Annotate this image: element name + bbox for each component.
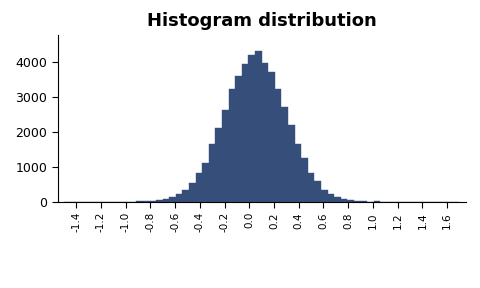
Bar <box>216 128 222 202</box>
Bar <box>222 111 228 202</box>
Bar <box>281 107 288 202</box>
Bar <box>321 190 327 202</box>
Bar <box>182 190 189 202</box>
Bar <box>288 125 295 202</box>
Bar <box>169 198 176 202</box>
Bar <box>176 194 182 202</box>
Bar <box>268 72 275 202</box>
Bar <box>348 200 354 202</box>
Bar <box>156 200 163 202</box>
Bar <box>202 163 209 202</box>
Bar <box>228 89 235 202</box>
Bar <box>143 201 149 202</box>
Bar <box>354 201 360 202</box>
Bar <box>149 201 156 202</box>
Bar <box>327 194 334 202</box>
Bar <box>235 75 242 202</box>
Title: Histogram distribution: Histogram distribution <box>147 12 376 30</box>
Bar <box>301 158 308 202</box>
Bar <box>295 144 301 202</box>
Bar <box>275 89 281 202</box>
Bar <box>242 64 249 202</box>
Bar <box>196 173 202 202</box>
Bar <box>341 199 348 202</box>
Bar <box>314 181 321 202</box>
Bar <box>334 198 341 202</box>
Bar <box>249 55 255 202</box>
Bar <box>255 51 262 202</box>
Bar <box>262 63 268 202</box>
Bar <box>189 183 196 202</box>
Bar <box>308 173 314 202</box>
Bar <box>209 144 216 202</box>
Bar <box>163 199 169 202</box>
